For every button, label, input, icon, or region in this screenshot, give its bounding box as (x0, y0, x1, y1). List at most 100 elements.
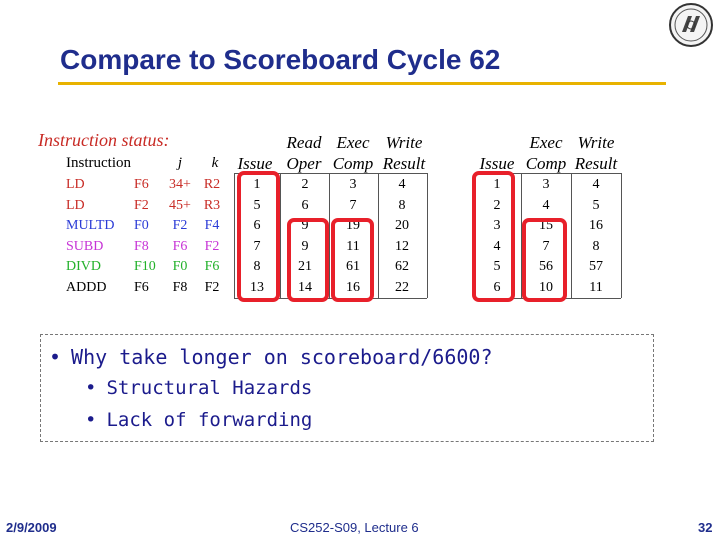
instr-dest: F8 (134, 238, 149, 254)
bullet-dot-icon: • (85, 377, 97, 399)
instr-j: 34+ (169, 177, 191, 192)
issue2-cell: 5 (493, 259, 501, 275)
exec2-header-top: Exec (529, 133, 563, 152)
write2-cell: 57 (589, 259, 603, 275)
instr-op: SUBD (66, 238, 104, 254)
k-header: k (211, 155, 219, 171)
write2-cell: 16 (589, 218, 603, 234)
instruction-header: Instruction (66, 155, 131, 171)
write-result-cell: 22 (395, 280, 409, 295)
left-table-divider (329, 173, 330, 298)
highlight-box-issue2 (472, 171, 515, 302)
title-underline (58, 82, 666, 85)
exec-comp-header-bottom: Comp (332, 154, 374, 173)
write-result-cell: 8 (398, 197, 406, 213)
exec2-cell: 4 (542, 197, 550, 213)
exec2-header-bottom: Comp (525, 154, 567, 173)
instr-k: F4 (204, 218, 220, 234)
instr-dest: F10 (134, 259, 156, 275)
exec-comp-cell: 7 (349, 197, 357, 213)
instruction-status-label: Instruction status: (38, 130, 170, 150)
instr-k: F2 (204, 238, 220, 254)
issue-cell: 8 (253, 259, 261, 275)
instr-k: F2 (204, 280, 220, 295)
issue-cell: 5 (253, 197, 261, 213)
instr-op: MULTD (66, 218, 115, 234)
exec2-cell: 56 (539, 259, 553, 275)
write2-header-top: Write (577, 133, 615, 152)
instr-dest: F0 (134, 218, 149, 234)
read-oper-header-bottom: Oper (286, 154, 322, 173)
read-oper-cell: 9 (301, 238, 309, 254)
instr-j: F6 (172, 238, 188, 254)
exec2-cell: 3 (542, 177, 550, 192)
bullet-dot-icon: • (85, 409, 97, 431)
bullet-sub-1: • Structural Hazards (85, 377, 312, 399)
bullet-sub-1-text: Structural Hazards (106, 377, 313, 399)
right-table-divider (521, 173, 522, 298)
issue-cell: 7 (253, 238, 261, 254)
university-seal-icon (669, 3, 713, 47)
write-result-header-top: Write (385, 133, 423, 152)
issue-header: Issue (237, 154, 273, 173)
bullet-dot-icon: • (49, 345, 62, 369)
instr-op: LD (66, 197, 85, 213)
write-result-cell: 20 (395, 218, 409, 234)
instr-dest: F6 (134, 280, 149, 295)
highlight-box-exec-comp (331, 218, 374, 302)
instr-j: F0 (172, 259, 188, 275)
right-table-top-border (474, 173, 621, 174)
issue-cell: 13 (250, 280, 264, 295)
right-table-border (621, 173, 622, 298)
write-result-header-bottom: Result (382, 154, 426, 173)
left-table-border (234, 173, 235, 298)
exec-comp-header-top: Exec (336, 133, 370, 152)
exec-comp-cell: 61 (346, 259, 360, 275)
instr-j: F8 (172, 280, 188, 295)
issue2-cell: 2 (493, 197, 501, 213)
write-result-cell: 62 (395, 259, 409, 275)
exec-comp-cell: 11 (346, 238, 360, 254)
instr-op: LD (66, 177, 85, 192)
read-oper-cell: 6 (301, 197, 309, 213)
j-header: j (177, 155, 183, 171)
footer-course: CS252-S09, Lecture 6 (290, 520, 419, 535)
right-table-divider (571, 173, 572, 298)
highlight-box-read-oper (287, 218, 329, 302)
bullet-sub-2: • Lack of forwarding (85, 409, 312, 431)
left-table-bottom-border (234, 298, 427, 299)
instr-j: 45+ (169, 197, 191, 213)
issue2-cell: 1 (493, 177, 501, 192)
exec2-cell: 10 (539, 280, 553, 295)
read-oper-header-top: Read (286, 133, 322, 152)
issue-cell: 1 (253, 177, 261, 192)
left-table-divider (378, 173, 379, 298)
issue2-header: Issue (479, 154, 515, 173)
instr-k: R3 (203, 197, 221, 213)
read-oper-cell: 2 (301, 177, 309, 192)
instr-dest: F6 (134, 177, 149, 192)
exec-comp-cell: 16 (346, 280, 360, 295)
bullet-main-text: Why take longer on scoreboard/6600? (71, 345, 493, 369)
read-oper-cell: 14 (298, 280, 312, 295)
instr-op: ADDD (66, 280, 107, 295)
issue2-cell: 4 (493, 238, 501, 254)
instr-k: R2 (203, 177, 221, 192)
instr-op: DIVD (66, 259, 101, 275)
write2-cell: 4 (592, 177, 600, 192)
bullet-main: • Why take longer on scoreboard/6600? (49, 345, 492, 369)
highlight-box-issue (237, 171, 280, 302)
instr-dest: F2 (134, 197, 149, 213)
footer-page-number: 32 (698, 520, 713, 535)
write-result-cell: 4 (398, 177, 406, 192)
bullet-box: • Why take longer on scoreboard/6600? • St… (40, 334, 654, 442)
read-oper-cell: 21 (298, 259, 312, 275)
instr-j: F2 (172, 218, 188, 234)
highlight-box-exec2 (522, 218, 567, 302)
left-table-divider (280, 173, 281, 298)
write2-header-bottom: Result (574, 154, 618, 173)
issue2-cell: 3 (493, 218, 501, 234)
exec2-cell: 7 (542, 238, 550, 254)
page-title: Compare to Scoreboard Cycle 62 (60, 44, 501, 75)
write2-cell: 5 (592, 197, 600, 213)
